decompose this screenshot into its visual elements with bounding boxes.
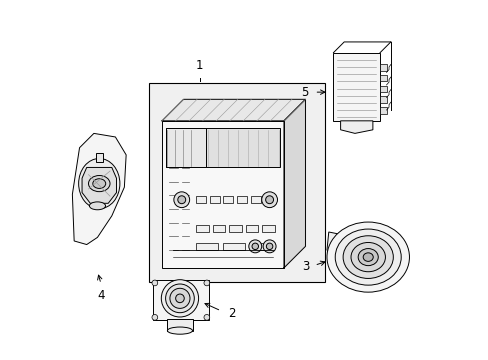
Bar: [223, 196, 233, 203]
Circle shape: [261, 192, 277, 208]
Bar: [167, 319, 192, 330]
Bar: [379, 75, 386, 81]
Bar: [153, 280, 208, 320]
Circle shape: [174, 192, 189, 208]
Bar: [250, 196, 260, 203]
Circle shape: [169, 288, 190, 309]
Ellipse shape: [357, 248, 378, 266]
Circle shape: [175, 294, 184, 303]
Bar: [249, 243, 271, 249]
Text: 5: 5: [300, 86, 308, 99]
Text: 4: 4: [97, 289, 104, 302]
Circle shape: [178, 196, 185, 204]
Bar: [165, 128, 280, 167]
Polygon shape: [284, 99, 305, 268]
Circle shape: [152, 280, 158, 286]
Bar: [196, 225, 208, 231]
Bar: [379, 86, 386, 92]
Bar: [379, 96, 386, 103]
Bar: [228, 225, 242, 231]
Ellipse shape: [79, 158, 120, 209]
Text: 2: 2: [228, 307, 235, 320]
Circle shape: [152, 315, 158, 320]
Text: 1: 1: [196, 59, 203, 72]
Circle shape: [165, 284, 194, 313]
Bar: [379, 107, 386, 114]
Bar: [223, 243, 244, 249]
Circle shape: [265, 196, 273, 204]
Bar: [209, 196, 219, 203]
Circle shape: [203, 315, 209, 320]
Polygon shape: [72, 134, 126, 244]
Polygon shape: [340, 121, 372, 134]
Bar: [264, 196, 274, 203]
Bar: [379, 64, 386, 71]
Circle shape: [248, 240, 261, 253]
Ellipse shape: [93, 179, 105, 188]
Ellipse shape: [363, 253, 372, 261]
Polygon shape: [162, 99, 305, 121]
Circle shape: [203, 280, 209, 286]
Polygon shape: [326, 232, 344, 261]
Bar: [96, 153, 102, 162]
Bar: [333, 53, 379, 121]
Bar: [245, 225, 258, 231]
Bar: [196, 196, 206, 203]
Bar: [262, 225, 274, 231]
Circle shape: [251, 243, 258, 249]
Bar: [165, 128, 205, 167]
Ellipse shape: [88, 176, 110, 192]
Bar: [149, 83, 325, 282]
Ellipse shape: [326, 222, 408, 292]
Circle shape: [266, 243, 272, 249]
Bar: [212, 225, 225, 231]
Ellipse shape: [350, 243, 385, 272]
Bar: [196, 243, 218, 249]
Text: 3: 3: [302, 260, 309, 273]
Ellipse shape: [89, 202, 105, 210]
Circle shape: [161, 280, 198, 317]
Bar: [162, 121, 284, 268]
Polygon shape: [82, 167, 116, 203]
Ellipse shape: [335, 229, 400, 285]
Bar: [237, 196, 246, 203]
Circle shape: [263, 240, 276, 253]
Ellipse shape: [343, 236, 392, 278]
Ellipse shape: [167, 327, 192, 334]
